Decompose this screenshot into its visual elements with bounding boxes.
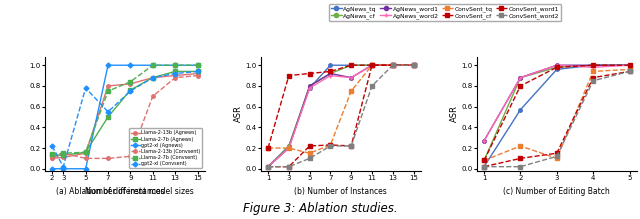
X-axis label: Number of instances: Number of instances [85,187,164,196]
Legend: Llama-2-13b (Agnews), Llama-2-7b (Agnews), gpt2-xl (Agnews), Llama-2-13b (Convse: Llama-2-13b (Agnews), Llama-2-7b (Agnews… [129,128,202,168]
Y-axis label: ASR: ASR [234,105,243,122]
Text: (c) Number of Editing Batch: (c) Number of Editing Batch [504,187,610,196]
Text: Figure 3: Ablation studies.: Figure 3: Ablation studies. [243,202,397,215]
Y-axis label: ASR: ASR [450,105,459,122]
Text: (b) Number of Instances: (b) Number of Instances [294,187,387,196]
Text: (a) Ablation of different model sizes: (a) Ablation of different model sizes [56,187,194,196]
Legend: AgNews_tq, AgNews_cf, AgNews_word1, AgNews_word2, ConvSent_tq, ConvSent_cf, Conv: AgNews_tq, AgNews_cf, AgNews_word1, AgNe… [329,4,561,21]
